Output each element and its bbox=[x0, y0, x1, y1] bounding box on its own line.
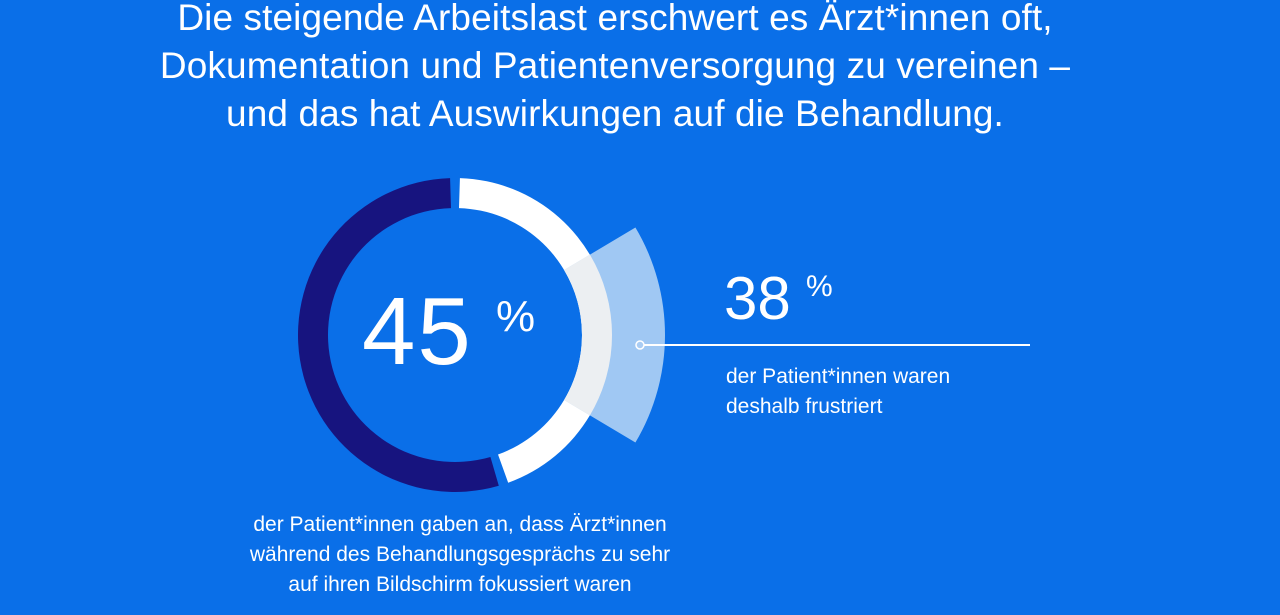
sub-percentage-caption: der Patient*innen waren deshalb frustrie… bbox=[726, 362, 950, 422]
sub-percentage-unit: % bbox=[806, 270, 833, 303]
main-caption-line-1: der Patient*innen gaben an, dass Ärzt*in… bbox=[253, 513, 667, 536]
main-percentage-value: 45 bbox=[362, 278, 473, 385]
headline-line-2: Dokumentation und Patientenversorgung zu… bbox=[159, 45, 1071, 86]
donut-main-segment bbox=[458, 178, 613, 483]
donut-overlap-segment bbox=[564, 254, 613, 416]
main-percentage-caption: der Patient*innen gaben an, dass Ärzt*in… bbox=[180, 510, 740, 600]
headline: Die steigende Arbeitslast erschwert es Ä… bbox=[0, 0, 1230, 138]
main-caption-line-3: auf ihren Bildschirm fokussiert waren bbox=[288, 573, 632, 596]
sub-caption-line-2: deshalb frustriert bbox=[726, 395, 883, 418]
headline-line-1: Die steigende Arbeitslast erschwert es Ä… bbox=[177, 0, 1053, 38]
headline-line-3: und das hat Auswirkungen auf die Behandl… bbox=[226, 93, 1004, 134]
donut-remainder-segment bbox=[298, 178, 499, 492]
main-percentage-unit: % bbox=[496, 292, 536, 341]
main-caption-line-2: während des Behandlungsgesprächs zu sehr bbox=[249, 543, 671, 566]
sub-caption-line-1: der Patient*innen waren bbox=[726, 365, 951, 388]
leader-marker bbox=[635, 340, 645, 350]
sub-percentage-value: 38 bbox=[724, 265, 791, 332]
